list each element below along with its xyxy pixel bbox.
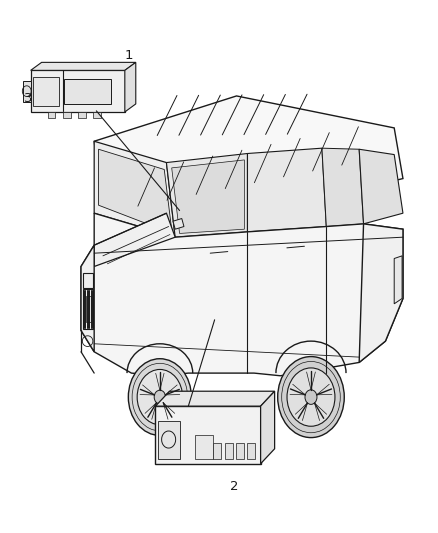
Polygon shape xyxy=(81,213,403,376)
Polygon shape xyxy=(172,160,244,233)
Polygon shape xyxy=(94,213,175,266)
Polygon shape xyxy=(247,443,255,459)
Circle shape xyxy=(305,390,317,405)
Circle shape xyxy=(287,368,335,426)
Polygon shape xyxy=(394,256,402,304)
Text: 2: 2 xyxy=(230,480,239,492)
Circle shape xyxy=(278,357,344,438)
Polygon shape xyxy=(247,148,326,232)
Polygon shape xyxy=(63,112,71,118)
Circle shape xyxy=(137,369,183,425)
Polygon shape xyxy=(225,443,233,459)
Polygon shape xyxy=(155,391,275,406)
Text: 1: 1 xyxy=(125,50,134,62)
Polygon shape xyxy=(173,219,184,229)
Polygon shape xyxy=(78,112,85,118)
Text: 3: 3 xyxy=(24,92,33,105)
Circle shape xyxy=(154,390,166,404)
Polygon shape xyxy=(93,112,101,118)
Polygon shape xyxy=(23,80,31,101)
Polygon shape xyxy=(64,79,111,103)
Polygon shape xyxy=(166,154,247,237)
Circle shape xyxy=(128,359,191,435)
Polygon shape xyxy=(31,62,136,70)
Polygon shape xyxy=(359,224,403,362)
Polygon shape xyxy=(155,406,261,464)
Polygon shape xyxy=(322,148,364,227)
Polygon shape xyxy=(86,296,91,322)
Polygon shape xyxy=(261,391,275,464)
Polygon shape xyxy=(236,443,244,459)
Polygon shape xyxy=(158,421,180,459)
Polygon shape xyxy=(94,96,403,213)
Polygon shape xyxy=(195,435,213,459)
Polygon shape xyxy=(48,112,56,118)
Polygon shape xyxy=(83,273,93,288)
Polygon shape xyxy=(359,149,403,224)
Polygon shape xyxy=(94,141,175,237)
Polygon shape xyxy=(213,443,221,459)
Polygon shape xyxy=(99,149,172,233)
Polygon shape xyxy=(81,245,94,352)
Polygon shape xyxy=(125,62,136,112)
Polygon shape xyxy=(31,70,125,112)
Polygon shape xyxy=(32,77,59,106)
